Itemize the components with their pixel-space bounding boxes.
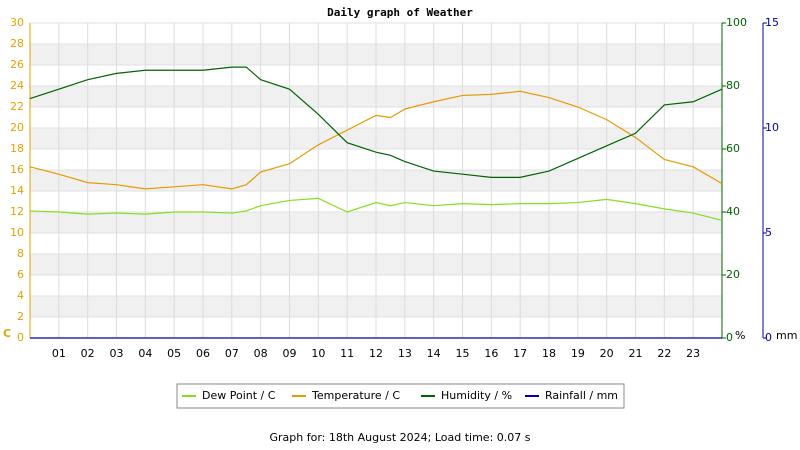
series-line <box>29 66 723 178</box>
x-tick-label: 18 <box>542 347 556 360</box>
y3-unit: mm <box>776 329 797 342</box>
x-tick-label: 17 <box>513 347 527 360</box>
legend-label: Humidity / % <box>441 389 512 402</box>
y-tick-label: 2 <box>17 310 24 323</box>
legend-label: Dew Point / C <box>202 389 276 402</box>
x-tick-label: 20 <box>600 347 614 360</box>
x-tick-label: 13 <box>398 347 412 360</box>
chart-title: Daily graph of Weather <box>327 6 473 19</box>
y-tick-label: 10 <box>10 226 24 239</box>
x-tick-label: 19 <box>571 347 585 360</box>
y2-tick-label: 60 <box>726 142 740 155</box>
x-tick-label: 01 <box>52 347 66 360</box>
y2-tick-label: 80 <box>726 79 740 92</box>
x-tick-label: 16 <box>484 347 498 360</box>
x-tick-label: 21 <box>629 347 643 360</box>
y-tick-label: 30 <box>10 16 24 29</box>
y2-tick-label: 40 <box>726 205 740 218</box>
y3-tick-label: 10 <box>765 121 779 134</box>
y-tick-label: 12 <box>10 205 24 218</box>
y-tick-label: 24 <box>10 79 24 92</box>
legend-box <box>176 383 625 409</box>
y-tick-label: 26 <box>10 58 24 71</box>
y-unit: C <box>3 327 11 340</box>
y2-tick-label: 100 <box>726 16 747 29</box>
x-tick-label: 04 <box>138 347 152 360</box>
x-tick-label: 10 <box>311 347 325 360</box>
x-tick-label: 03 <box>110 347 124 360</box>
x-tick-label: 07 <box>225 347 239 360</box>
y-tick-label: 28 <box>10 37 24 50</box>
y-tick-label: 14 <box>10 184 24 197</box>
y3-tick-label: 15 <box>765 16 779 29</box>
x-tick-label: 09 <box>283 347 297 360</box>
legend-label: Temperature / C <box>311 389 400 402</box>
y-tick-label: 4 <box>17 289 24 302</box>
y-tick-label: 22 <box>10 100 24 113</box>
x-tick-label: 12 <box>369 347 383 360</box>
y-tick-label: 16 <box>10 163 24 176</box>
x-tick-label: 22 <box>657 347 671 360</box>
x-tick-label: 05 <box>167 347 181 360</box>
series-line <box>29 197 723 221</box>
y3-tick-label: 5 <box>765 226 772 239</box>
y2-tick-label: 20 <box>726 268 740 281</box>
y-tick-label: 8 <box>17 247 24 260</box>
legend-label: Rainfall / mm <box>545 389 618 402</box>
series-line <box>29 90 723 190</box>
x-tick-label: 02 <box>81 347 95 360</box>
x-tick-label: 06 <box>196 347 210 360</box>
y-tick-label: 0 <box>17 331 24 344</box>
y3-tick-label: 0 <box>765 331 772 344</box>
y2-unit: % <box>735 329 745 342</box>
y2-tick-label: 0 <box>726 331 733 344</box>
x-tick-label: 23 <box>686 347 700 360</box>
y-tick-label: 18 <box>10 142 24 155</box>
y-tick-label: 6 <box>17 268 24 281</box>
footer: Graph for: 18th August 2024; Load time: … <box>270 431 531 444</box>
y-tick-label: 20 <box>10 121 24 134</box>
x-tick-label: 14 <box>427 347 441 360</box>
x-tick-label: 08 <box>254 347 268 360</box>
x-tick-label: 15 <box>456 347 470 360</box>
x-tick-label: 11 <box>340 347 354 360</box>
